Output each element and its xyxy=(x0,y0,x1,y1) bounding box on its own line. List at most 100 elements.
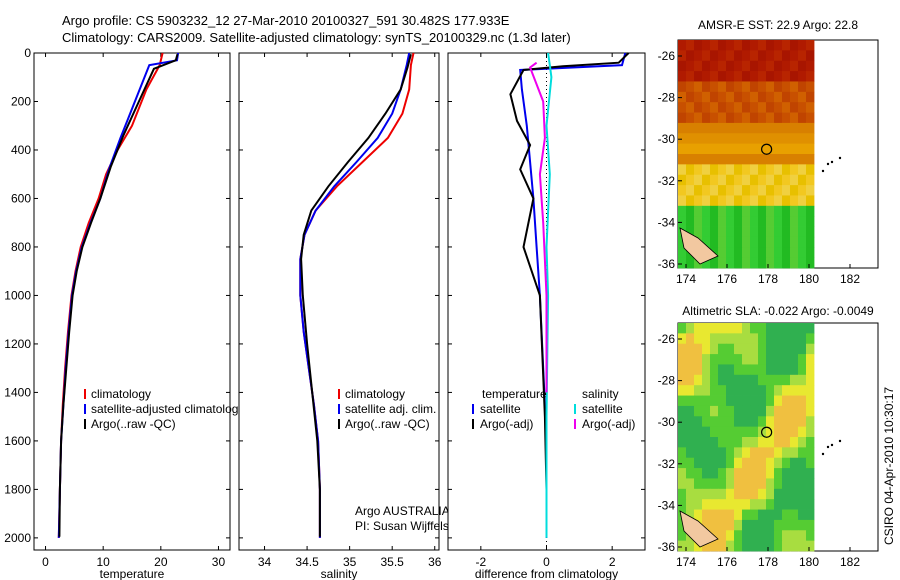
map-cell xyxy=(790,164,799,176)
map-cell xyxy=(742,447,751,459)
map-cell xyxy=(742,426,751,438)
map-cell xyxy=(790,247,799,259)
map-cell xyxy=(806,185,815,196)
map-cell xyxy=(798,226,807,238)
x-tick-label: 174 xyxy=(676,555,696,569)
map-cell xyxy=(694,405,703,417)
map-cell xyxy=(750,530,759,542)
map-cell xyxy=(750,236,759,248)
map-cell xyxy=(782,195,791,207)
map-cell xyxy=(726,374,735,386)
map-cell xyxy=(798,323,807,334)
map-cell xyxy=(694,437,703,448)
map-cell xyxy=(766,195,775,207)
map-cell xyxy=(774,426,783,438)
map-cell xyxy=(790,405,799,417)
map-cell xyxy=(702,416,711,428)
map-cell xyxy=(742,143,751,155)
map-cell xyxy=(718,257,727,269)
map-cell xyxy=(726,540,735,552)
map-cell xyxy=(694,185,703,196)
map-cell xyxy=(782,226,791,238)
map-cell xyxy=(774,478,783,490)
map-cell xyxy=(806,354,815,365)
map-cell xyxy=(702,395,711,407)
map-cell xyxy=(774,216,783,227)
island-dot xyxy=(830,160,834,164)
map-cell xyxy=(694,323,703,334)
map-cell xyxy=(758,50,767,62)
map-cell xyxy=(758,81,767,93)
map-cell xyxy=(750,374,759,386)
series-line-1 xyxy=(509,52,630,490)
map-cell xyxy=(798,81,807,93)
map-cell xyxy=(742,343,751,355)
map-cell xyxy=(766,216,775,227)
legend-label: climatology xyxy=(91,387,151,401)
map-cell xyxy=(742,40,751,51)
map-cell xyxy=(678,257,687,269)
map-cell xyxy=(726,364,735,376)
map-cell xyxy=(782,447,791,459)
map-cell xyxy=(782,385,791,396)
map-cell xyxy=(702,426,711,438)
map-cell xyxy=(806,174,815,186)
map-cell xyxy=(718,343,727,355)
map-cell xyxy=(782,174,791,186)
map-cell xyxy=(726,60,735,72)
map-cell xyxy=(742,185,751,196)
map-cell xyxy=(782,457,791,469)
map-cell xyxy=(798,154,807,165)
map-title: Altimetric SLA: -0.022 Argo: -0.0049 xyxy=(682,304,874,318)
y-tick-label: 2000 xyxy=(4,531,31,545)
map-cell xyxy=(798,478,807,490)
map-cell xyxy=(678,426,687,438)
map-cell xyxy=(718,174,727,186)
map-cell xyxy=(758,468,767,479)
map-cell xyxy=(806,247,815,259)
map-cell xyxy=(806,195,815,207)
map-cell xyxy=(718,333,727,345)
map-cell xyxy=(766,405,775,417)
map-cell xyxy=(686,226,695,238)
map-cell xyxy=(790,185,799,196)
map-cell xyxy=(798,354,807,365)
map-cell xyxy=(678,323,687,334)
map-cell xyxy=(702,60,711,72)
map-cell xyxy=(774,509,783,521)
map-cell xyxy=(750,457,759,469)
map-cell xyxy=(790,195,799,207)
map-cell xyxy=(710,395,719,407)
map-cell xyxy=(694,133,703,145)
map-cell xyxy=(678,395,687,407)
map-cell xyxy=(694,343,703,355)
map-cell xyxy=(798,426,807,438)
map-cell xyxy=(734,40,743,51)
map-cell xyxy=(750,174,759,186)
x-tick-label: 174 xyxy=(676,272,696,286)
map-cell xyxy=(686,540,695,552)
map-cell xyxy=(710,478,719,490)
profile-location-marker xyxy=(761,426,773,438)
map-cell xyxy=(790,112,799,124)
map-cell xyxy=(734,154,743,165)
map-cell xyxy=(718,205,727,217)
map-cell xyxy=(734,257,743,269)
map-cell xyxy=(774,102,783,113)
map-cell xyxy=(798,102,807,113)
x-tick-label: 30 xyxy=(212,555,226,569)
map-cell xyxy=(718,519,727,531)
map-cell xyxy=(774,122,783,134)
map-cell xyxy=(798,216,807,227)
map-cell xyxy=(798,164,807,176)
map-cell xyxy=(694,499,703,510)
map-cell xyxy=(782,395,791,407)
island-dot xyxy=(830,443,834,447)
map-cell xyxy=(734,247,743,259)
map-cell xyxy=(710,236,719,248)
map-cell xyxy=(726,530,735,542)
map-cell xyxy=(718,416,727,428)
map-cell xyxy=(702,447,711,459)
map-cell xyxy=(678,164,687,176)
